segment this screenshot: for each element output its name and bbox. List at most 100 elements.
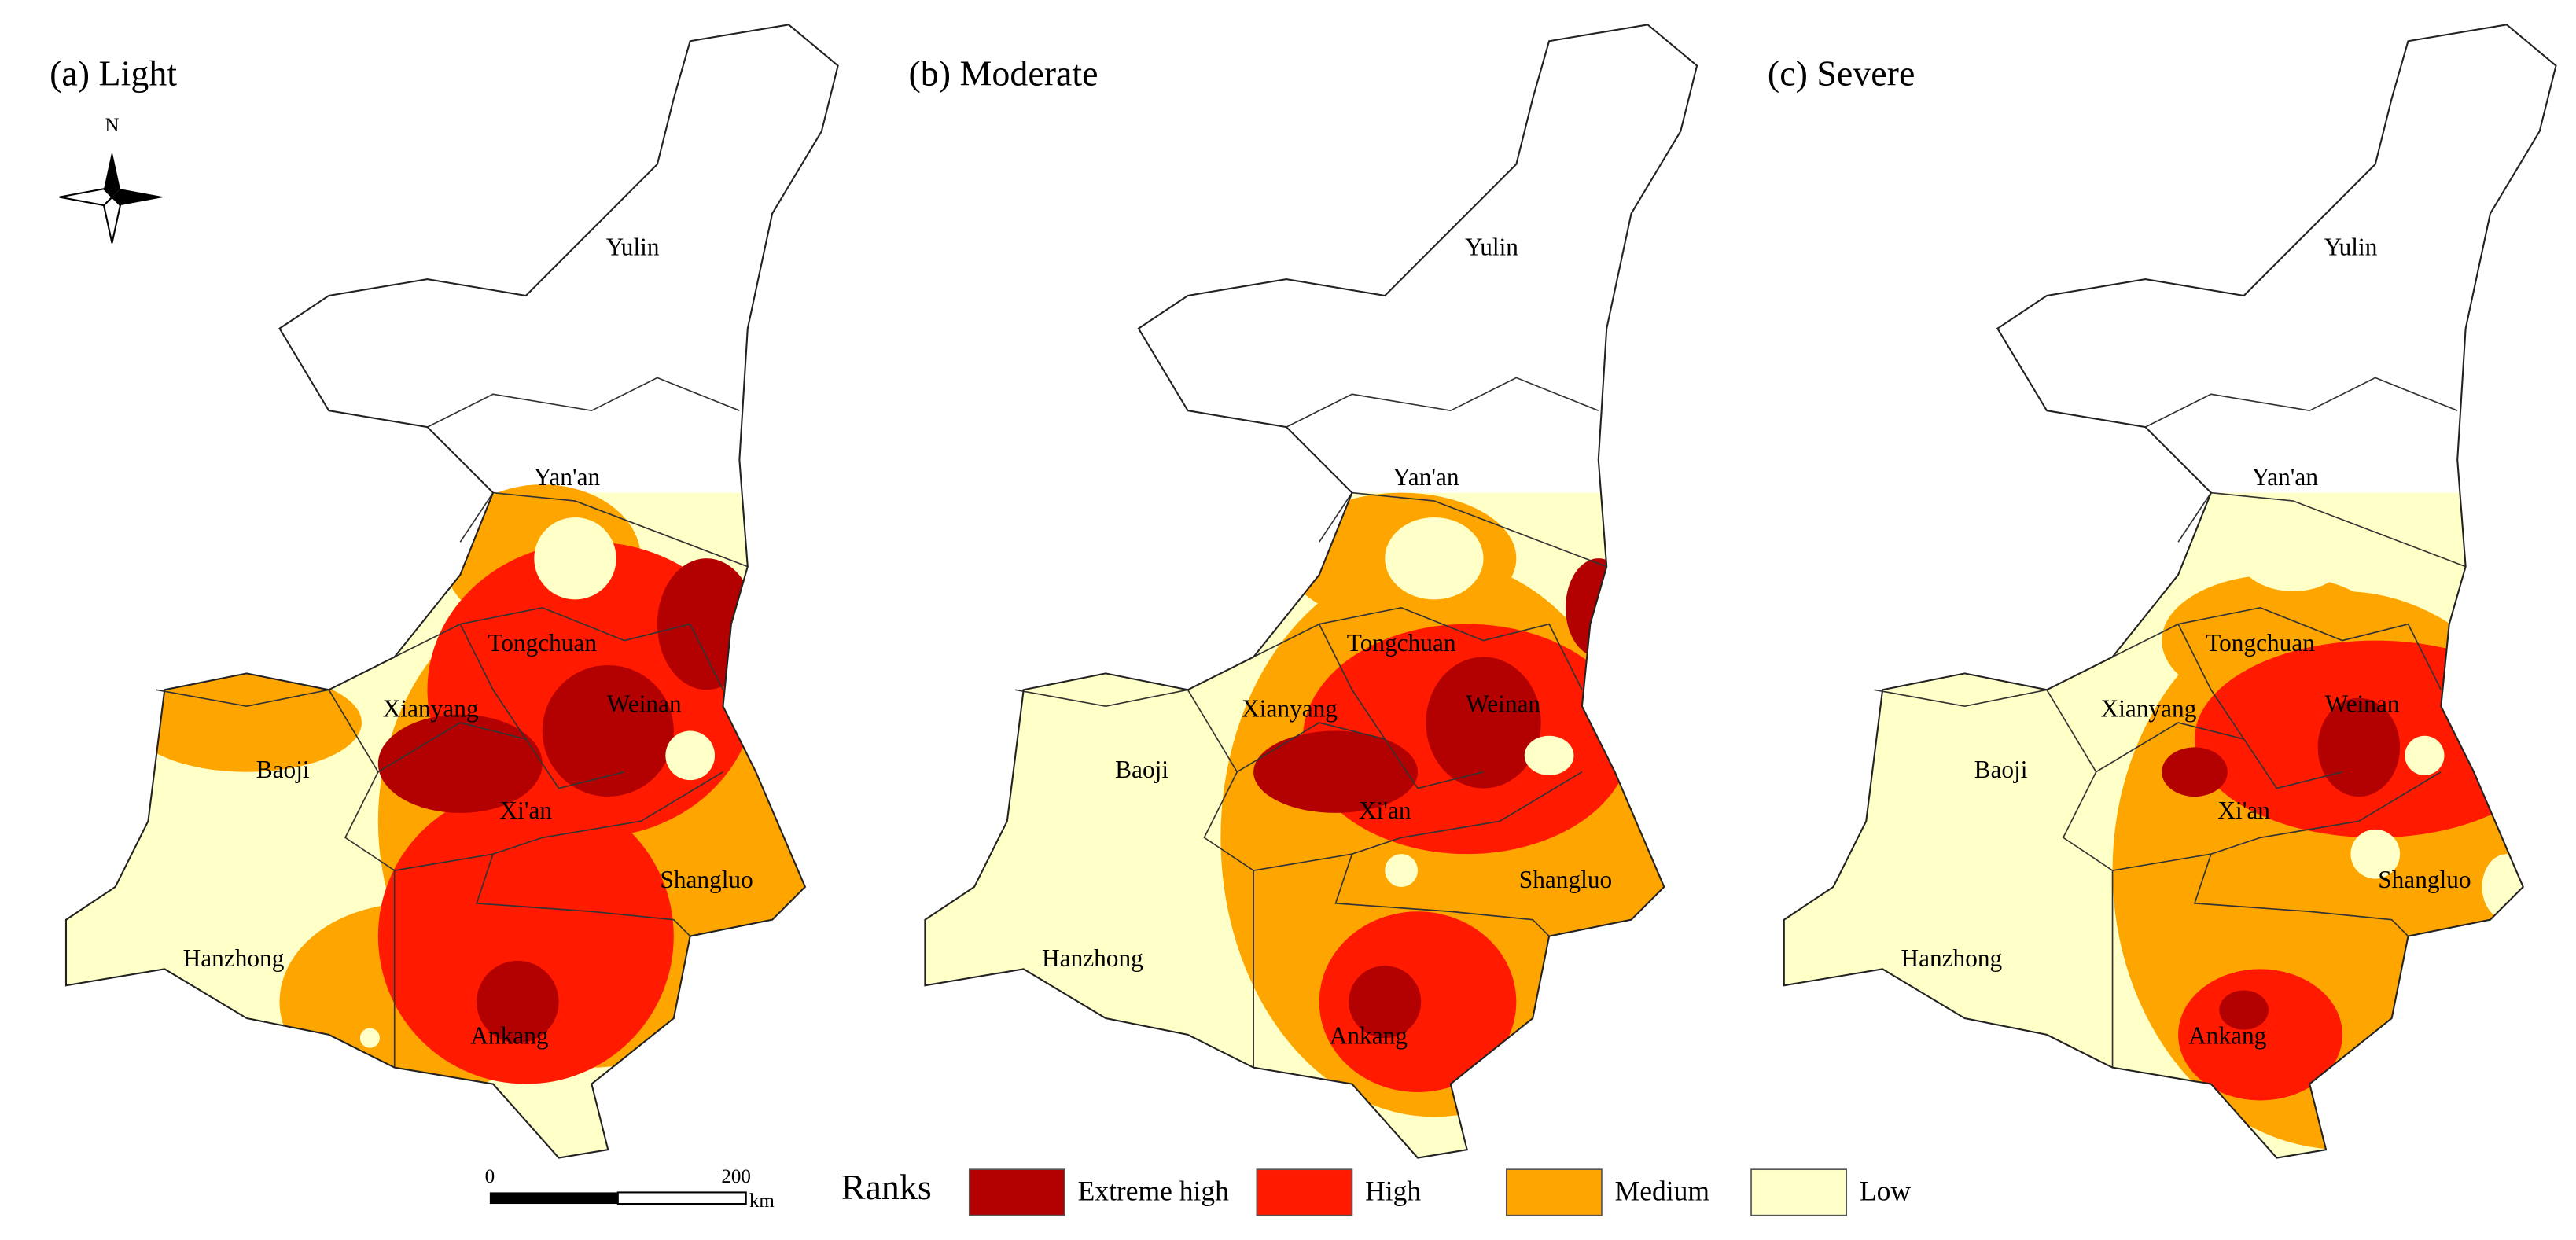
city-label: Yan'an	[2252, 463, 2319, 491]
city-label: Yan'an	[1393, 463, 1459, 491]
city-label: Xianyang	[383, 695, 479, 723]
zone-blob	[131, 673, 362, 772]
zone-blob	[542, 664, 674, 797]
city-label: Shangluo	[660, 866, 753, 893]
legend-swatch	[1750, 1168, 1848, 1216]
scale-unit: km	[749, 1190, 775, 1212]
district-border	[1253, 623, 1320, 658]
city-label: Weinan	[607, 690, 682, 717]
zone-blob	[1385, 854, 1419, 887]
district-border	[2112, 623, 2179, 658]
zone-blob	[1426, 657, 1541, 789]
zone-blob	[1349, 966, 1422, 1039]
zone-blob	[665, 730, 716, 781]
city-label: Yulin	[1465, 234, 1518, 261]
city-label: Ankang	[2188, 1021, 2267, 1049]
city-label: Weinan	[2325, 690, 2400, 717]
north-label: N	[105, 115, 119, 136]
zone-blob	[2236, 509, 2351, 591]
zone-blob	[377, 788, 674, 1084]
district-border	[2193, 853, 2409, 937]
district-border	[427, 377, 740, 428]
north-arrow: N	[59, 115, 165, 244]
district-border	[476, 853, 691, 937]
city-label: Ankang	[1330, 1021, 1408, 1049]
zone-blob	[657, 558, 756, 690]
district-border	[2177, 606, 2442, 690]
city-label: Xi'an	[2217, 797, 2270, 824]
city-label: Shangluo	[2378, 866, 2471, 893]
district-border	[2144, 377, 2458, 428]
city-label: Yulin	[2324, 234, 2377, 261]
city-label: Baoji	[1974, 756, 2028, 783]
district-border	[459, 624, 527, 740]
zone-blob	[377, 714, 543, 813]
city-label: Weinan	[1466, 690, 1540, 717]
legend-label: High	[1365, 1176, 1421, 1207]
district-border	[394, 771, 723, 871]
district-border	[1318, 491, 1607, 568]
panel-title: (b) Moderate	[909, 53, 1098, 94]
zone-blob	[1524, 735, 1574, 775]
city-label: Yulin	[606, 234, 660, 261]
legend: Ranks Extreme high High Medium Low	[841, 1167, 1911, 1216]
district-border	[2177, 624, 2245, 740]
zones	[1783, 24, 2556, 1158]
city-label: Hanzhong	[183, 944, 285, 972]
city-label: Yan'an	[534, 463, 601, 491]
legend-label: Extreme high	[1078, 1176, 1229, 1207]
zone-blob	[534, 517, 616, 600]
zone-blob	[706, 771, 838, 936]
zone-blob	[1565, 558, 1632, 657]
city-label: Xianyang	[2101, 695, 2197, 723]
legend-swatch	[968, 1168, 1065, 1216]
city-label: Xi'an	[500, 797, 553, 824]
city-label: Tongchuan	[2206, 629, 2315, 657]
zones	[925, 24, 1698, 1158]
panel-title: (a) Light	[50, 53, 177, 94]
city-label: Hanzhong	[1901, 944, 2002, 972]
zone-blob	[477, 960, 559, 1043]
city-label: Baoji	[256, 756, 310, 783]
province-outline	[924, 24, 1698, 1159]
legend-title: Ranks	[841, 1167, 932, 1207]
city-label: Baoji	[1115, 756, 1168, 783]
district-border	[1253, 771, 1583, 871]
city-label: Xi'an	[1359, 797, 1411, 824]
district-border	[2112, 771, 2442, 871]
district-border	[1286, 377, 1599, 428]
city-label: Tongchuan	[1347, 629, 1456, 657]
district-border	[459, 491, 749, 568]
legend-label: Low	[1860, 1176, 1911, 1207]
map-panel: (a) Light Yulin Yan'an Tongchuan Xianyang Wei…	[50, 24, 839, 1159]
zone-blob	[1385, 517, 1484, 600]
district-border	[1319, 606, 1583, 690]
district-border	[394, 623, 461, 658]
scale-start: 0	[485, 1166, 495, 1187]
map-panel: (b) Moderate Yulin Yan'an Tongchuan Xianyang…	[909, 24, 1698, 1159]
zone-blob	[2405, 735, 2445, 775]
city-label: Tongchuan	[488, 629, 597, 657]
zone-blob	[359, 1028, 380, 1048]
city-label: Hanzhong	[1042, 944, 1143, 972]
scale-end: 200	[721, 1166, 751, 1187]
district-border	[2177, 491, 2466, 568]
province-outline	[64, 24, 839, 1159]
zone-blob	[2219, 990, 2269, 1030]
scale-bar: 0 200 km	[485, 1166, 775, 1212]
city-label: Shangluo	[1519, 866, 1612, 893]
city-label: Ankang	[470, 1021, 549, 1049]
zone-blob	[2178, 969, 2342, 1101]
zone-blob	[2317, 697, 2401, 797]
district-border	[1318, 624, 1386, 740]
district-border	[1334, 853, 1550, 937]
legend-swatch	[1256, 1168, 1353, 1216]
zones	[65, 24, 838, 1158]
zone-blob	[2350, 829, 2401, 879]
city-label: Xianyang	[1242, 695, 1338, 723]
zone-blob	[2162, 747, 2228, 797]
legend-swatch	[1505, 1168, 1603, 1216]
